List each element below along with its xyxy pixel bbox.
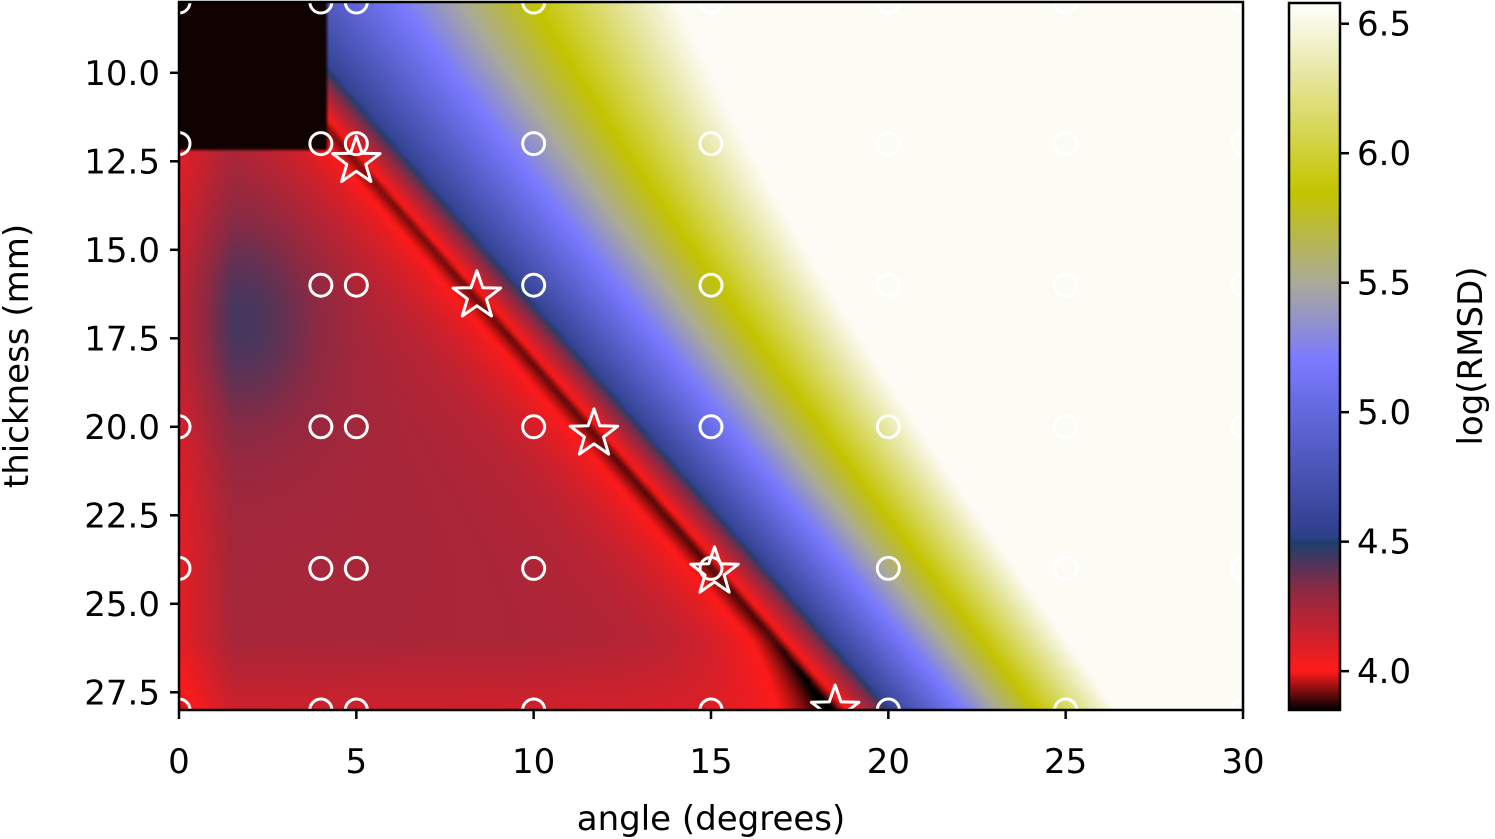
sample-point-marker [343,272,369,298]
x-tick-label: 30 [1221,742,1264,782]
optimum-star-marker [689,545,740,594]
y-axis-title: thickness (mm) [0,224,37,488]
sample-point-marker [875,131,901,157]
colorbar-tick-label: 6.5 [1357,5,1411,45]
sample-point-marker [521,2,547,15]
colorbar-tick-label: 4.0 [1357,652,1411,692]
sample-point-marker [1230,131,1243,157]
sample-point-marker [1230,555,1243,581]
y-tick-label: 22.5 [84,496,160,536]
colorbar-tick-label: 6.0 [1357,134,1411,174]
sample-point-marker [179,414,192,440]
y-tick-label: 25.0 [84,585,160,625]
sample-point-marker [698,272,724,298]
colorbar-tick-label: 4.5 [1357,523,1411,563]
sample-point-marker [308,697,334,710]
y-tick-label: 15.0 [84,231,160,271]
x-tick-label: 25 [1044,742,1087,782]
sample-point-marker [343,555,369,581]
y-tick-label: 20.0 [84,408,160,448]
sample-point-marker [343,131,369,157]
y-axis: 10.0 12.5 15.0 17.5 20.0 22.5 25.0 27.5 [84,54,179,713]
sample-point-marker [698,414,724,440]
y-tick-label: 12.5 [84,142,160,182]
sample-point-marker [308,414,334,440]
y-tick-label: 27.5 [84,673,160,713]
colorbar-tick-label: 5.0 [1357,393,1411,433]
colorbar-frame [1287,1,1342,712]
sample-point-marker [308,272,334,298]
optimum-star-marker [451,269,503,318]
sample-point-marker [1053,414,1079,440]
sample-point-marker [521,414,547,440]
sample-point-marker [343,697,369,710]
y-tick-label: 10.0 [84,54,160,94]
sample-point-marker [875,272,901,298]
sample-point-marker [1230,272,1243,298]
sample-point-marker [1230,414,1243,440]
sample-point-marker [521,131,547,157]
sample-point-marker [521,555,547,581]
sample-point-marker [698,131,724,157]
sample-point-marker [521,272,547,298]
markers-layer [179,2,1243,710]
sample-point-marker [875,555,901,581]
sample-point-marker [179,131,192,157]
sample-point-marker [875,2,901,15]
sample-point-marker [308,131,334,157]
sample-point-marker [521,697,547,710]
colorbar-tick-label: 5.5 [1357,264,1411,304]
colorbar-axis: 4.0 4.5 5.0 5.5 6.0 6.5 [1340,5,1411,692]
x-tick-label: 10 [512,742,555,782]
optimum-star-marker [331,134,382,183]
colorbar-title: log(RMSD) [1451,266,1491,445]
x-tick-label: 0 [168,742,190,782]
heatmap-surface [179,2,1243,710]
sample-point-marker [1053,697,1079,710]
x-axis-title: angle (degrees) [577,799,846,839]
colorbar-gradient [1289,3,1340,710]
y-tick-label: 17.5 [84,319,160,359]
sample-point-marker [698,697,724,710]
sample-point-marker [343,414,369,440]
sample-point-marker [698,2,724,15]
sample-point-marker [308,2,334,15]
sample-point-marker [1053,131,1079,157]
sample-point-marker [1053,272,1079,298]
optimum-star-marker [809,683,861,710]
x-tick-label: 20 [867,742,910,782]
sample-point-marker [875,697,901,710]
sample-point-marker [1053,2,1079,15]
sample-point-marker [875,414,901,440]
optimum-star-marker [568,407,620,456]
sample-point-marker [1053,555,1079,581]
sample-point-marker [179,555,192,581]
sample-point-marker [308,555,334,581]
x-tick-label: 15 [689,742,732,782]
x-axis: 0 5 10 15 20 25 30 [168,710,1265,782]
sample-point-marker [343,2,369,15]
x-tick-label: 5 [346,742,368,782]
